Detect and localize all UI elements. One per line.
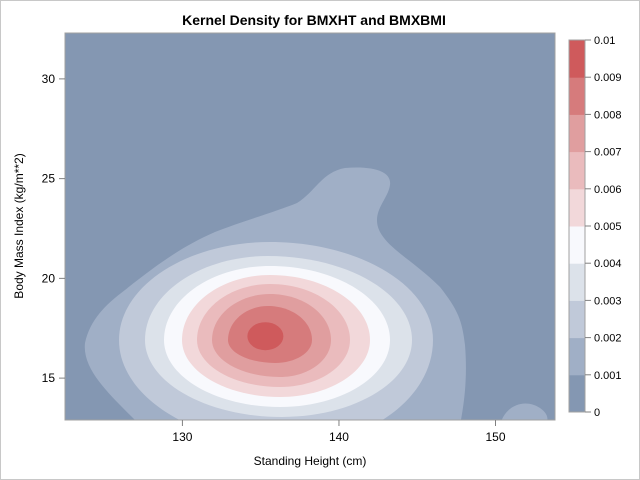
legend-label: 0.009 [594,72,622,84]
legend-swatch [569,300,585,339]
x-axis: 130 140 150 [172,420,506,444]
plot-border [64,32,556,421]
x-tick-label: 130 [172,430,192,444]
legend-label: 0.002 [594,333,622,345]
x-tick-label: 140 [329,430,349,444]
legend-swatch [569,77,585,115]
legend-label: 0 [594,407,600,419]
y-tick-label: 30 [42,72,56,86]
legend-swatch [569,226,585,264]
y-tick-label: 25 [42,172,56,186]
legend-swatch [569,374,585,413]
legend-swatch [569,114,585,153]
x-tick-label: 150 [485,430,505,444]
contour-band-9 [247,322,284,351]
legend-swatch [569,188,585,227]
legend-swatch [569,40,585,78]
y-tick-label: 15 [42,371,56,385]
legend-swatch [569,263,585,301]
legend-label: 0.001 [594,370,622,382]
x-axis-label: Standing Height (cm) [254,454,367,468]
chart-title: Kernel Density for BMXHT and BMXBMI [182,12,446,28]
plot-area [65,33,555,420]
legend-swatch [569,337,585,376]
legend-label: 0.007 [594,147,622,159]
legend-label: 0.006 [594,184,622,196]
contour-band-1-blob [501,403,548,420]
y-axis: 15 20 25 30 [42,72,65,385]
legend-label: 0.004 [594,258,622,270]
legend-label: 0.008 [594,109,622,121]
legend-label: 0.01 [594,35,615,47]
y-tick-label: 20 [42,271,56,285]
legend-label: 0.003 [594,295,622,307]
color-legend: 0 0.001 0.002 0.003 0.004 0.005 0.006 0.007 0.00… [568,35,622,419]
legend-swatch [569,151,585,190]
y-axis-label: Body Mass Index (kg/m**2) [12,153,26,298]
legend-label: 0.005 [594,221,622,233]
